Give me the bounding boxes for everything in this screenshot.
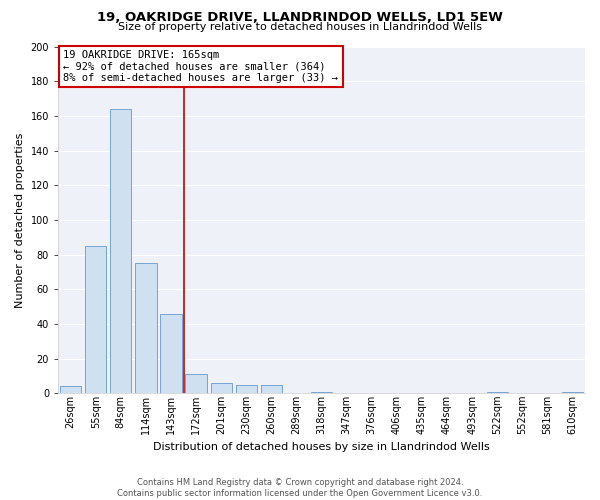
Bar xyxy=(160,314,182,394)
Bar xyxy=(236,384,257,394)
Text: Size of property relative to detached houses in Llandrindod Wells: Size of property relative to detached ho… xyxy=(118,22,482,32)
Bar xyxy=(487,392,508,394)
Bar xyxy=(260,384,282,394)
X-axis label: Distribution of detached houses by size in Llandrindod Wells: Distribution of detached houses by size … xyxy=(153,442,490,452)
Bar xyxy=(60,386,81,394)
Bar xyxy=(311,392,332,394)
Bar xyxy=(85,246,106,394)
Y-axis label: Number of detached properties: Number of detached properties xyxy=(15,132,25,308)
Bar xyxy=(110,109,131,394)
Text: 19 OAKRIDGE DRIVE: 165sqm
← 92% of detached houses are smaller (364)
8% of semi-: 19 OAKRIDGE DRIVE: 165sqm ← 92% of detac… xyxy=(64,50,338,83)
Bar xyxy=(185,374,207,394)
Text: 19, OAKRIDGE DRIVE, LLANDRINDOD WELLS, LD1 5EW: 19, OAKRIDGE DRIVE, LLANDRINDOD WELLS, L… xyxy=(97,11,503,24)
Bar xyxy=(135,263,157,394)
Bar xyxy=(211,383,232,394)
Text: Contains HM Land Registry data © Crown copyright and database right 2024.
Contai: Contains HM Land Registry data © Crown c… xyxy=(118,478,482,498)
Bar xyxy=(562,392,583,394)
